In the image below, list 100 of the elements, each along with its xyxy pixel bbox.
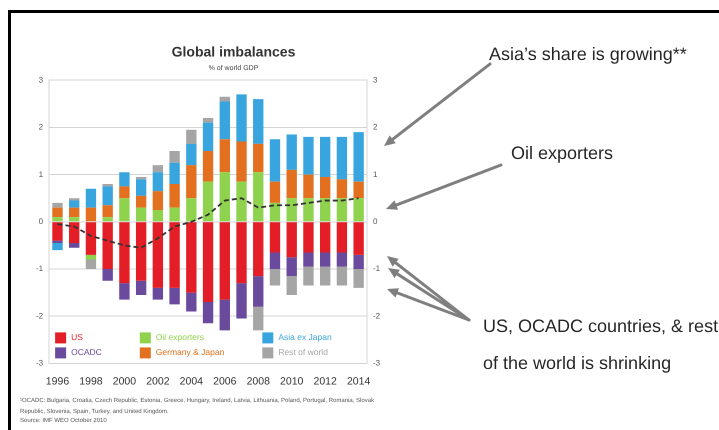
bar: [336, 266, 348, 286]
bar: [86, 222, 96, 255]
y-tick-label: -2: [36, 311, 44, 320]
x-tick-label: 2012: [313, 376, 338, 388]
y2-tick-label: 3: [373, 75, 378, 84]
bar: [303, 252, 314, 267]
bar: [253, 276, 264, 307]
bar: [186, 198, 197, 222]
bar: [270, 182, 280, 203]
bar: [253, 172, 264, 222]
x-tick-label: 2000: [112, 376, 136, 388]
bar: [169, 184, 180, 208]
bar: [286, 257, 297, 276]
y-tick-label: 3: [38, 75, 44, 84]
bar: [336, 179, 348, 198]
bar: [202, 182, 214, 222]
bar: [136, 196, 146, 208]
bar: [202, 151, 214, 182]
bar: [86, 254, 96, 260]
bar: [202, 222, 214, 302]
bar: [52, 202, 63, 208]
bar: [353, 222, 364, 255]
bar: [303, 136, 314, 175]
bar: [119, 283, 130, 300]
bar: [253, 306, 264, 330]
bar: [186, 165, 197, 198]
x-tick-label: 2006: [213, 376, 237, 388]
bar: [136, 222, 146, 281]
bar: [69, 208, 80, 218]
bar: [320, 136, 330, 177]
text: Asia’s share is growing**: [489, 43, 687, 66]
bar: [320, 176, 330, 198]
bar: [270, 222, 280, 252]
bar: [286, 170, 297, 198]
bar: [270, 269, 280, 286]
bar: [303, 222, 314, 252]
bar: [186, 222, 197, 293]
bar: [253, 222, 264, 276]
bar: [270, 252, 280, 269]
bar: [102, 217, 113, 222]
y-tick-label: -3: [36, 358, 44, 368]
x-tick-label: 2004: [180, 376, 204, 388]
bar: [52, 222, 63, 241]
bar: [253, 144, 264, 172]
y-tick-label: 2: [38, 122, 44, 132]
bar: [202, 118, 214, 123]
bar: [220, 139, 230, 172]
line-series: [56, 197, 360, 249]
bar: [169, 151, 180, 163]
bar: [220, 300, 230, 330]
x-tick-label: 2008: [246, 376, 270, 388]
bar: [336, 198, 348, 222]
bar: [236, 142, 247, 182]
bar: [236, 182, 247, 222]
bar: [336, 136, 348, 180]
bar: [169, 288, 180, 304]
bar: [69, 198, 80, 201]
bar: [136, 208, 146, 222]
bar: [186, 292, 197, 312]
text: US, OCADC countries, & rest of the world is shrinking: [483, 315, 719, 375]
bar: [202, 302, 214, 324]
y2-tick-label: 0: [373, 217, 378, 226]
bar: [353, 254, 364, 269]
bar: [303, 174, 314, 198]
bar: [286, 276, 297, 295]
y-tick-label: -1: [36, 264, 44, 274]
bar: [52, 208, 63, 218]
y2-tick-label: 1: [373, 170, 378, 179]
bar: [169, 162, 180, 184]
bar: [119, 222, 130, 284]
x-tick-label: 1998: [79, 376, 103, 388]
bar: [69, 217, 80, 222]
x-tick-label: 1996: [46, 376, 70, 388]
bar: [152, 165, 164, 172]
legend-label: Asia ex Japan: [278, 332, 332, 342]
bar: [119, 172, 130, 186]
bar: [169, 208, 180, 222]
bar: [303, 198, 314, 222]
bar: [69, 243, 80, 248]
bar: [69, 222, 80, 244]
bar: [220, 96, 230, 102]
bar: [152, 222, 164, 288]
bar: [320, 266, 330, 286]
y2-tick-label: -3: [373, 358, 381, 368]
bar: [286, 134, 297, 170]
bar: [336, 252, 348, 267]
bar: [69, 200, 80, 208]
bar: [220, 222, 230, 300]
bar: [336, 222, 348, 252]
legend-label: OCADC: [71, 347, 102, 358]
bar: [286, 198, 297, 222]
bar: [102, 222, 113, 269]
bar: [86, 188, 96, 208]
bar: [119, 198, 130, 222]
bar: [136, 176, 146, 180]
bar: [202, 122, 214, 151]
x-tick-label: 2010: [280, 376, 304, 388]
bar: [152, 172, 164, 192]
bar: [236, 94, 247, 142]
bar: [320, 198, 330, 222]
